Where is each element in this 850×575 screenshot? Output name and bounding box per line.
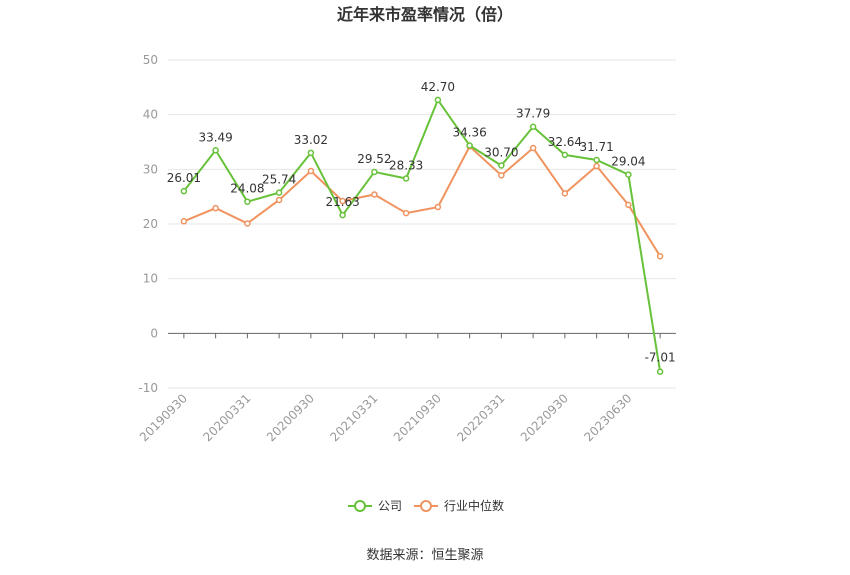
y-tick-label: 10 — [143, 272, 158, 286]
data-point — [625, 201, 632, 209]
legend-label: 行业中位数 — [444, 498, 504, 513]
data-point — [180, 187, 188, 195]
data-label: 21.63 — [325, 195, 359, 209]
data-point — [275, 196, 283, 204]
x-tick-label: 20220930 — [518, 391, 571, 444]
grid-lines — [168, 59, 676, 389]
data-point — [371, 191, 378, 198]
y-tick-label: -10 — [138, 381, 158, 395]
legend-item[interactable]: 行业中位数 — [414, 498, 504, 513]
y-tick-label: 40 — [143, 108, 158, 122]
source-note: 数据来源：恒生聚源 — [366, 548, 483, 563]
x-tick-label: 20220331 — [454, 391, 507, 444]
data-point — [402, 175, 410, 182]
data-point — [498, 172, 505, 179]
data-point — [180, 218, 188, 225]
y-tick-label: 20 — [143, 217, 158, 231]
data-label: 28.33 — [389, 158, 423, 172]
x-tick-label: 20230630 — [581, 391, 634, 444]
data-point — [244, 198, 251, 205]
data-point — [212, 204, 219, 212]
x-tick-label: 20210331 — [327, 391, 380, 444]
legend[interactable]: 公司 行业中位数 — [348, 498, 504, 513]
y-tick-label: 50 — [143, 53, 158, 67]
data-point — [529, 123, 537, 130]
data-point — [402, 209, 410, 217]
data-point — [561, 151, 569, 159]
data-point — [656, 368, 664, 375]
data-label: 42.70 — [421, 80, 455, 94]
x-tick-label: 20210930 — [391, 391, 444, 444]
data-label: 25.74 — [262, 173, 296, 187]
data-point — [434, 96, 442, 104]
series-line — [183, 97, 662, 372]
data-point — [275, 189, 283, 196]
data-point — [307, 167, 315, 175]
data-point — [529, 144, 537, 152]
data-point — [339, 197, 346, 205]
y-tick-label: 0 — [150, 326, 158, 340]
data-label: 32.64 — [548, 135, 582, 149]
data-point — [371, 168, 378, 176]
chart-title: 近年来市盈率情况（倍） — [337, 5, 513, 24]
data-point — [625, 171, 632, 178]
series-lines — [180, 96, 664, 375]
legend-marker — [420, 500, 432, 512]
data-label: 30.70 — [484, 146, 518, 160]
data-label: 26.01 — [167, 171, 201, 185]
data-label: -7.01 — [645, 351, 676, 365]
data-point — [656, 253, 664, 260]
data-point — [561, 190, 569, 197]
data-point — [466, 142, 473, 149]
data-point — [434, 203, 442, 211]
data-label: 34.36 — [452, 125, 486, 139]
data-point — [593, 156, 600, 164]
data-point — [498, 162, 505, 169]
series-line — [183, 144, 661, 257]
legend-marker — [354, 500, 366, 512]
legend-label: 公司 — [378, 499, 402, 513]
x-tick-label: 20200331 — [200, 391, 253, 444]
data-label: 29.04 — [611, 155, 645, 169]
data-point — [593, 162, 600, 170]
data-point — [244, 220, 251, 227]
legend-item[interactable]: 公司 — [348, 499, 402, 513]
data-point — [339, 211, 346, 219]
data-point — [307, 149, 315, 157]
data-label: 33.49 — [198, 130, 232, 144]
data-label: 29.52 — [357, 152, 391, 166]
data-label: 33.02 — [294, 133, 328, 147]
data-label: 37.79 — [516, 107, 550, 121]
y-tick-label: 30 — [143, 162, 158, 176]
data-point — [212, 147, 219, 154]
x-tick-label: 20190930 — [137, 391, 190, 444]
x-tick-label: 20200930 — [264, 391, 317, 444]
data-label: 31.71 — [579, 140, 613, 154]
data-label: 24.08 — [230, 182, 264, 196]
